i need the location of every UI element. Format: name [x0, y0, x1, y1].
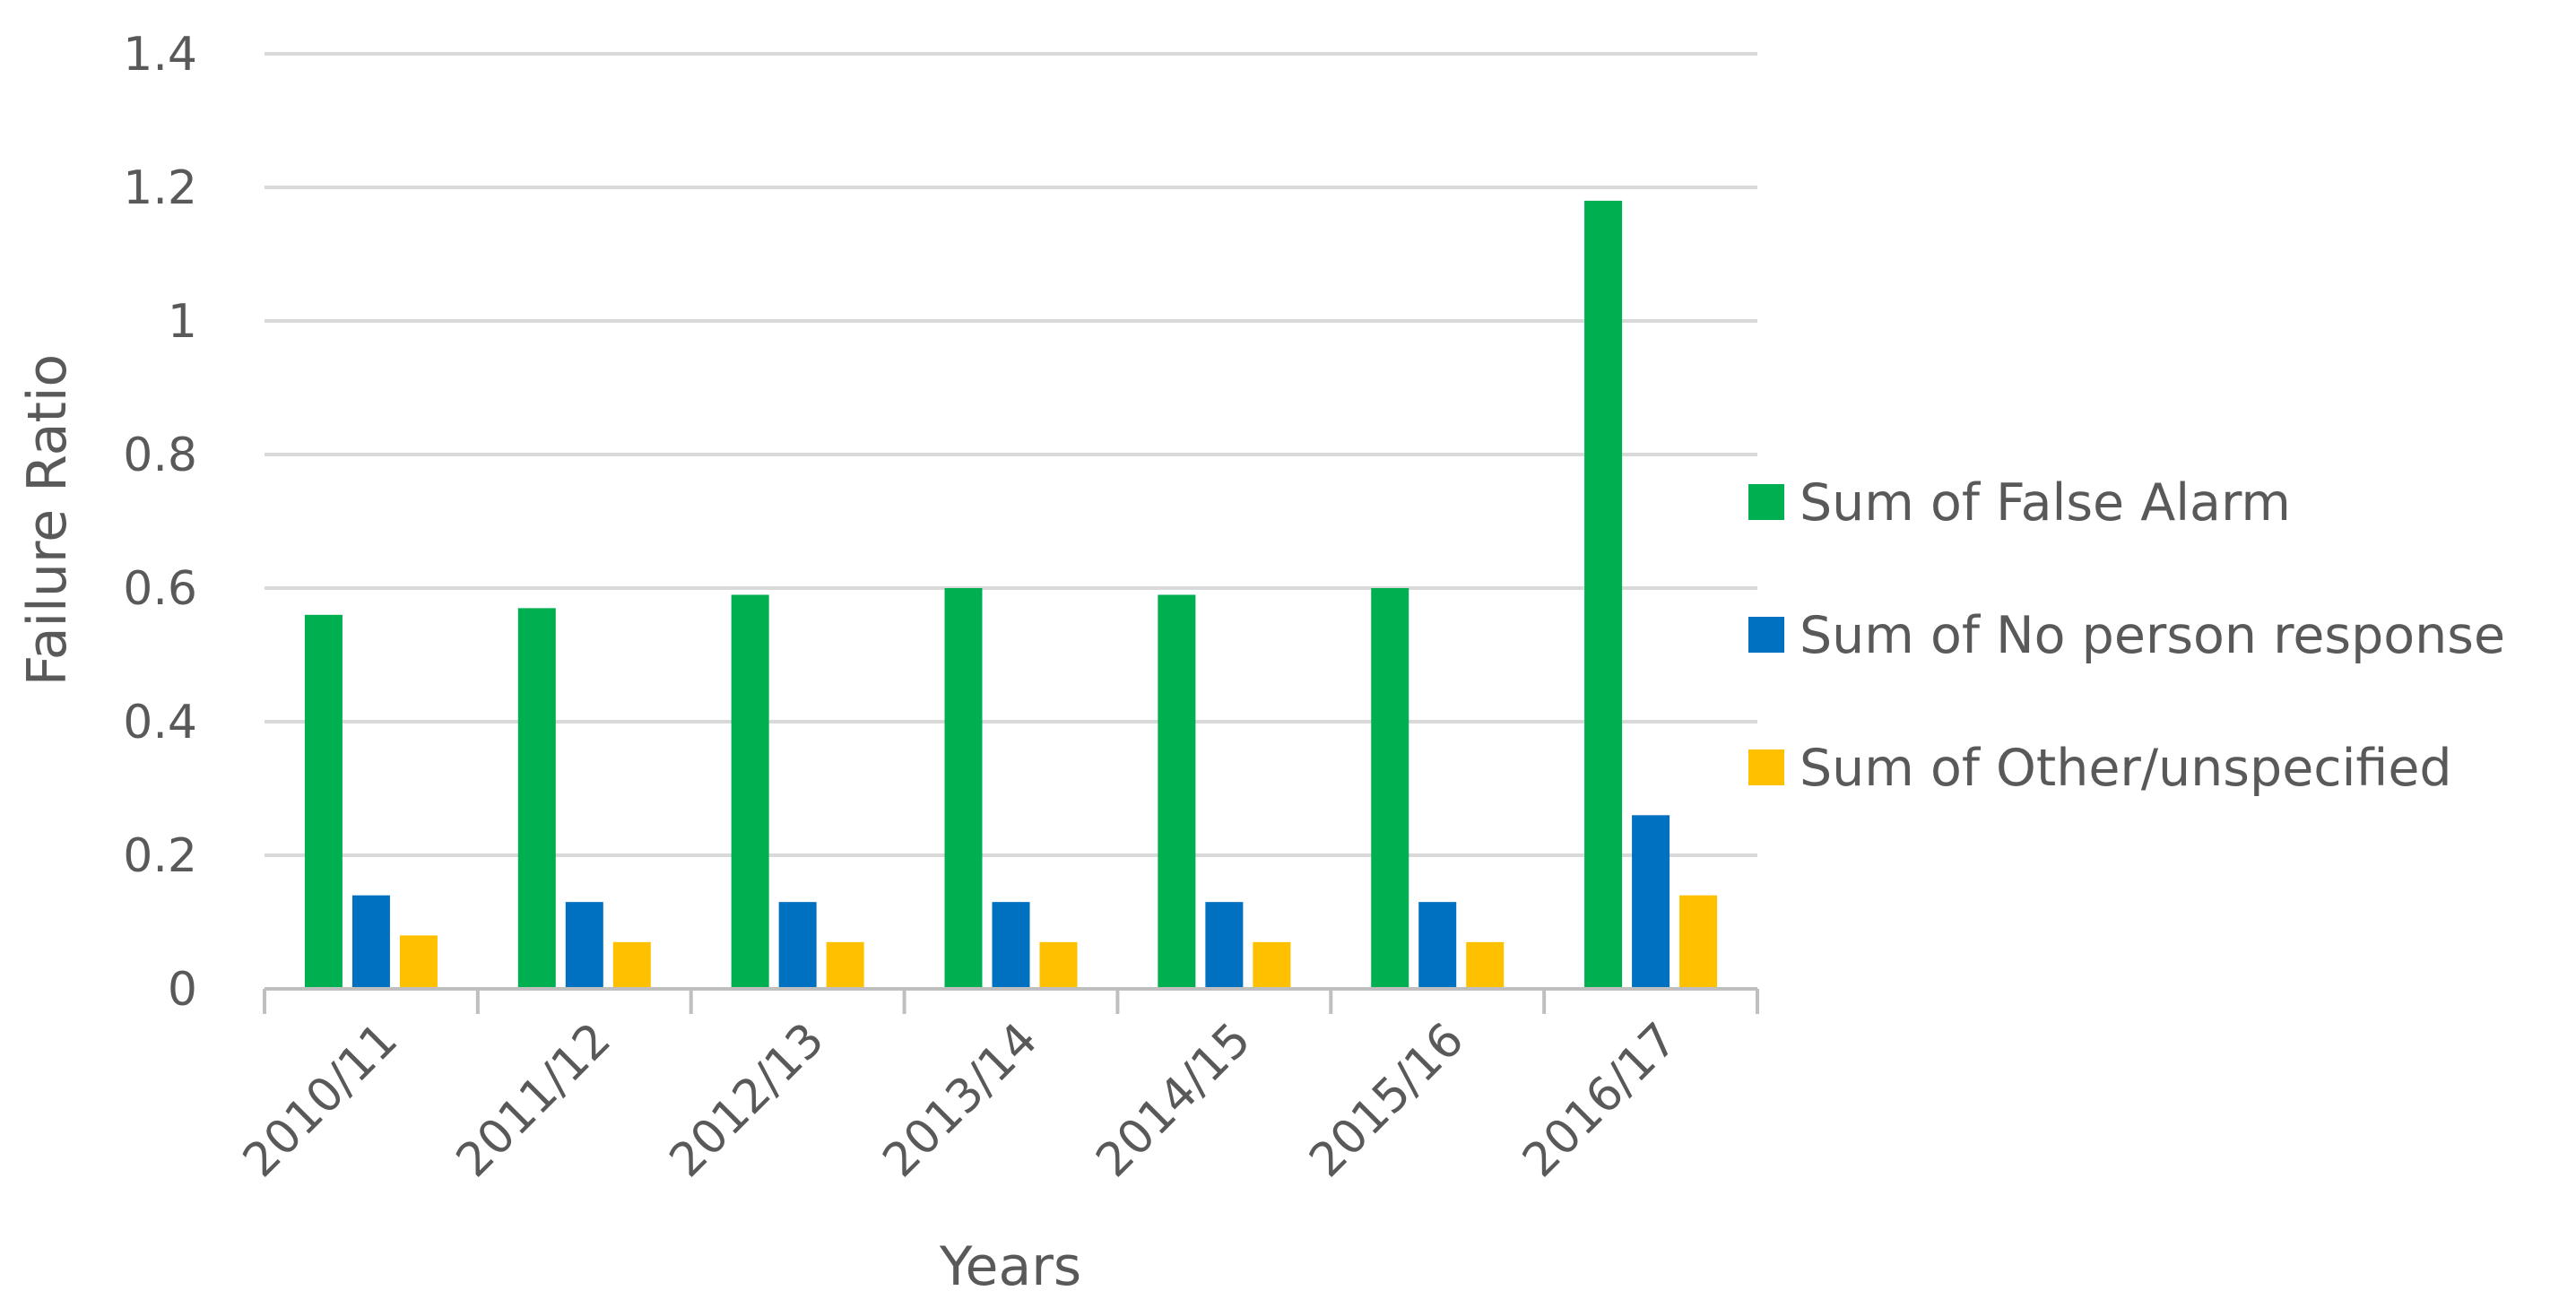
bar [731, 594, 769, 989]
x-tick-label: 2016/17 [1513, 1013, 1687, 1188]
y-axis-title: Failure Ratio [16, 354, 79, 687]
y-tick-label: 0 [168, 963, 197, 1017]
bar [826, 941, 864, 989]
bar [1584, 200, 1623, 989]
x-tick-label: 2014/15 [1086, 1013, 1261, 1188]
y-tick-label: 0.2 [123, 829, 197, 883]
x-tick-label: 2011/12 [447, 1013, 621, 1188]
bar [1158, 594, 1196, 989]
gridlines [265, 52, 1757, 857]
x-axis [263, 987, 1759, 1014]
legend-swatch [1748, 749, 1784, 785]
y-tick-label: 0.8 [123, 429, 197, 482]
bar [944, 588, 983, 989]
x-axis-tick-labels: 2010/11 2011/12 2012/13 2013/14 2014/15 2015/… [233, 1013, 1687, 1188]
bar [565, 902, 603, 989]
bar [1039, 941, 1078, 989]
bar [1466, 941, 1505, 989]
bar [992, 902, 1030, 989]
x-tick-label: 2012/13 [660, 1013, 835, 1188]
bar [1418, 902, 1457, 989]
x-tick-label: 2015/16 [1299, 1013, 1474, 1188]
legend-swatch [1748, 617, 1784, 653]
bar [778, 902, 817, 989]
bar [351, 895, 390, 989]
x-tick-label: 2013/14 [873, 1013, 1048, 1188]
legend-label: Sum of False Alarm [1800, 473, 2291, 533]
bars [304, 200, 1718, 989]
bar [304, 614, 343, 989]
legend: Sum of False Alarm Sum of No person respo… [1748, 473, 2505, 798]
bar [1371, 588, 1409, 989]
legend-label: Sum of No person response [1800, 606, 2505, 665]
bar [1205, 902, 1244, 989]
bar [612, 941, 651, 989]
bar [1632, 815, 1670, 989]
y-tick-label: 0.6 [123, 562, 197, 616]
bar [1679, 895, 1718, 989]
bar [1253, 941, 1291, 989]
x-tick-label: 2010/11 [233, 1013, 408, 1188]
y-tick-label: 1 [168, 295, 197, 349]
legend-swatch [1748, 484, 1784, 520]
y-tick-label: 1.4 [123, 28, 197, 82]
legend-label: Sum of Other/unspecified [1800, 739, 2452, 798]
y-tick-label: 0.4 [123, 696, 197, 749]
x-axis-title: Years [939, 1235, 1081, 1298]
y-tick-label: 1.2 [123, 161, 197, 215]
bar [399, 935, 438, 989]
y-axis-tick-labels: 0 0.2 0.4 0.6 0.8 1 1.2 1.4 [123, 28, 197, 1017]
bar [517, 608, 556, 989]
